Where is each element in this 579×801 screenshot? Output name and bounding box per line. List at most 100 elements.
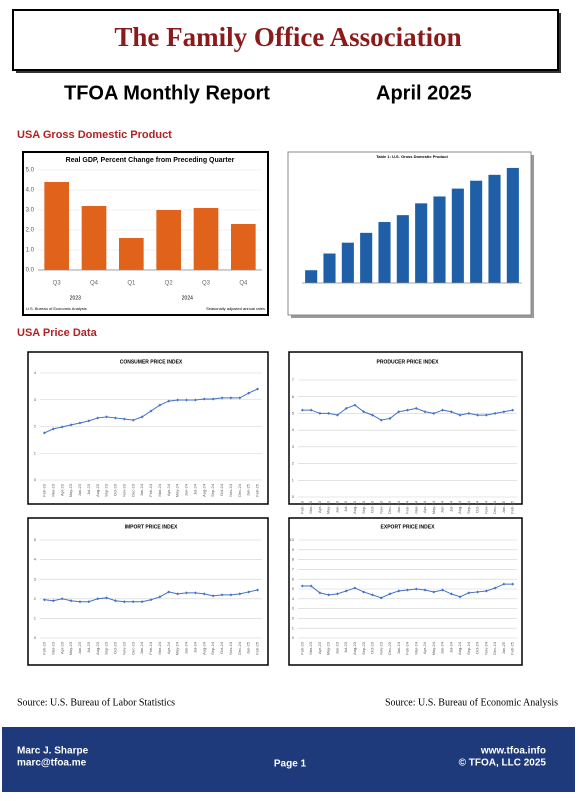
y-tick-label: 4 <box>292 427 295 432</box>
x-tick-label: Feb-25 <box>255 641 260 654</box>
x-tick-label: Oct-23 <box>113 483 118 496</box>
x-tick-label: Apr-23 <box>317 500 322 513</box>
y-tick-label: 8 <box>292 557 295 562</box>
marker <box>131 418 135 422</box>
x-tick-label: May-24 <box>175 641 180 655</box>
x-tick-label: Jul-23 <box>343 500 348 512</box>
marker <box>467 591 471 595</box>
marker <box>247 391 251 395</box>
bar <box>378 222 391 283</box>
x-tick-label: Dec-24 <box>492 500 497 514</box>
x-tick-label: Dec-24 <box>237 641 242 655</box>
y-tick-label: 5.0 <box>26 168 35 174</box>
marker <box>353 586 357 590</box>
marker <box>78 600 82 604</box>
x-tick-label: Sep-24 <box>210 641 215 655</box>
x-tick-label: Nov-23 <box>121 483 126 497</box>
x-tick-label: Apr-23 <box>59 641 64 654</box>
y-tick-label: 5 <box>292 586 295 591</box>
marker <box>449 410 453 414</box>
footer-site: www.tfoa.info <box>480 746 546 757</box>
marker <box>87 600 91 604</box>
marker <box>309 584 313 588</box>
marker <box>167 590 171 594</box>
marker <box>379 418 383 422</box>
y-tick-label: 9 <box>292 547 295 552</box>
marker <box>185 591 189 595</box>
x-tick-label: Jan-25 <box>501 500 506 513</box>
x-tick-label: Dec-23 <box>130 483 135 497</box>
x-tick-label: Nov-24 <box>228 483 233 497</box>
marker <box>300 584 304 588</box>
x-tick-label: Feb-24 <box>405 500 410 513</box>
x-tick-label: Aug-24 <box>457 641 462 655</box>
marker <box>335 413 339 417</box>
x-tick-label: Aug-24 <box>201 641 206 655</box>
footer-copyright: © TFOA, LLC 2025 <box>459 758 547 769</box>
chart-title: Table 1: U.S. Gross Domestic Product <box>376 154 448 159</box>
footer-page: Page 1 <box>274 759 307 770</box>
y-tick-label: 5 <box>292 410 295 415</box>
marker <box>300 408 304 412</box>
section-title: USA Price Data <box>17 327 98 339</box>
y-tick-label: 2 <box>34 424 37 429</box>
marker <box>484 413 488 417</box>
x-tick-label: Feb-24 <box>148 641 153 654</box>
x-tick-label: May-24 <box>175 483 180 497</box>
x-tick-label: Nov-24 <box>483 500 488 514</box>
marker <box>353 403 357 407</box>
marker <box>344 406 348 410</box>
marker <box>140 415 144 419</box>
marker <box>414 406 418 410</box>
marker <box>493 586 497 590</box>
marker <box>327 411 331 415</box>
y-tick-label: 4 <box>34 370 37 375</box>
marker <box>211 594 215 598</box>
source: Source: U.S. Bureau of Economic Analysis <box>385 697 558 708</box>
marker <box>362 590 366 594</box>
x-tick-label: Sep-24 <box>466 641 471 655</box>
bar <box>119 238 144 270</box>
y-tick-label: 5 <box>34 537 37 542</box>
marker <box>105 415 109 419</box>
x-tick-label: May-24 <box>431 500 436 514</box>
x-tick-label: Jun-23 <box>334 641 339 654</box>
marker <box>96 597 100 601</box>
bar <box>44 182 69 270</box>
x-tick-label: Dec-24 <box>237 483 242 497</box>
x-tick-label: Feb-24 <box>405 641 410 654</box>
marker <box>247 590 251 594</box>
x-tick-label: Q3 <box>53 281 62 287</box>
bar <box>470 180 483 283</box>
chart-title: IMPORT PRICE INDEX <box>125 524 178 530</box>
y-tick-label: 1 <box>34 450 37 455</box>
x-tick-label: Mar-24 <box>157 641 162 654</box>
title-box <box>12 9 559 71</box>
x-tick-label: Jan-25 <box>246 483 251 496</box>
chart-frame <box>27 351 269 505</box>
footer <box>2 727 575 792</box>
x-tick-label: Aug-24 <box>457 500 462 514</box>
x-tick-label: Jan-24 <box>396 641 401 654</box>
report-date: April 2025 <box>376 82 472 104</box>
marker <box>202 592 206 596</box>
marker <box>158 595 162 599</box>
bar <box>156 210 181 270</box>
marker <box>432 590 436 594</box>
x-tick-label: Jul-24 <box>448 641 453 653</box>
x-tick-label: Jun-24 <box>184 483 189 496</box>
y-tick-label: 3 <box>292 606 295 611</box>
x-tick-label: May-23 <box>68 483 73 497</box>
x-tick-label: Jun-24 <box>440 641 445 654</box>
marker <box>432 411 436 415</box>
year-label: 2023 <box>70 295 81 301</box>
marker <box>211 397 215 401</box>
x-tick-label: Dec-23 <box>387 500 392 514</box>
marker <box>69 599 73 603</box>
marker <box>193 398 197 402</box>
x-tick-label: Mar-23 <box>50 641 55 654</box>
x-tick-label: Apr-24 <box>422 500 427 513</box>
source: Source: U.S. Bureau of Labor Statistics <box>17 697 175 708</box>
y-tick-label: 1 <box>292 477 295 482</box>
